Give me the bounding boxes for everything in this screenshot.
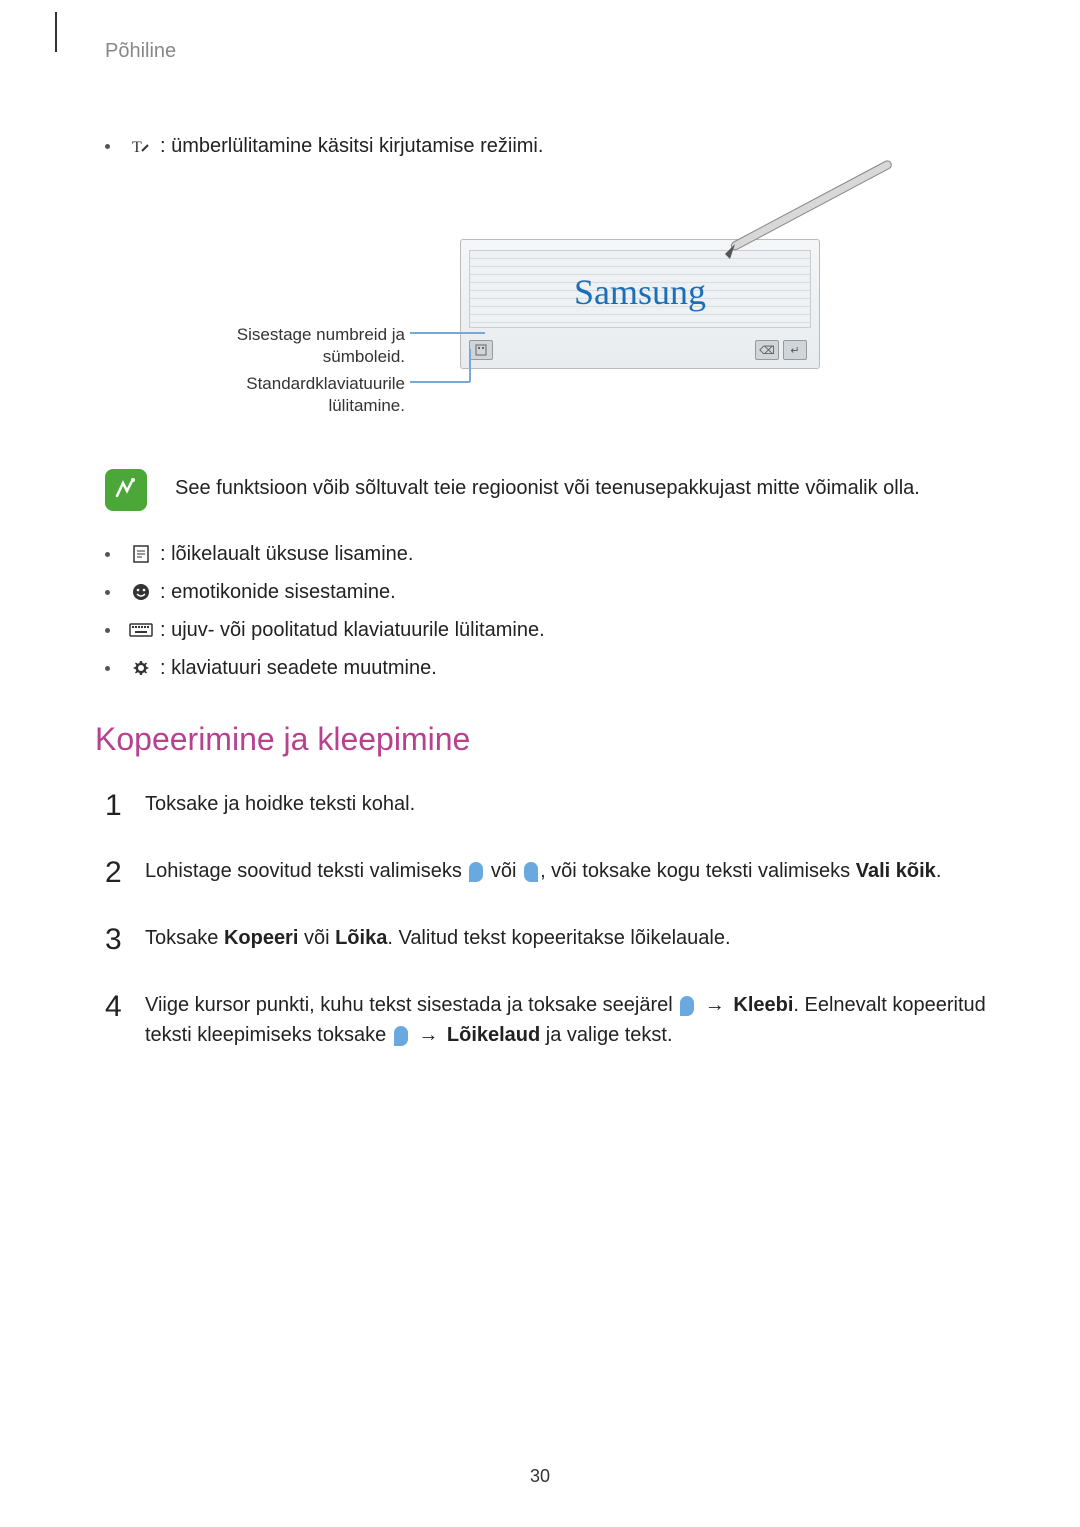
text-handle-right-icon xyxy=(524,862,538,882)
step-4: 4 Viige kursor punkti, kuhu tekst sisest… xyxy=(105,984,1010,1050)
bullet-floating-keyboard: : ujuv- või poolitatud klaviatuurile lül… xyxy=(105,617,1010,643)
bullet-handwriting-mode: T : ümberlülitamine käsitsi kirjutamise … xyxy=(105,133,1010,159)
text-fragment: , või toksake kogu teksti valimiseks xyxy=(540,860,856,882)
stylus-icon xyxy=(710,159,930,279)
text-fragment: või xyxy=(485,860,522,882)
step-1: 1 Toksake ja hoidke teksti kohal. xyxy=(105,783,1010,828)
callout-line-2a xyxy=(410,381,470,383)
handwriting-toolbar: ⌫ ↵ xyxy=(469,338,811,362)
page-border-mark xyxy=(55,12,57,52)
note-text: See funktsioon võib sõltuvalt teie regio… xyxy=(175,469,920,500)
bullet-clipboard: : lõikelaualt üksuse lisamine. xyxy=(105,541,1010,567)
callout-line-2b xyxy=(469,349,471,382)
text-fragment: Toksake xyxy=(145,927,224,949)
svg-text:T: T xyxy=(132,139,142,156)
text-handle-left-icon xyxy=(469,862,483,882)
bullet-dot-icon xyxy=(105,628,110,633)
callout-line-1 xyxy=(410,332,485,334)
clipboard-icon xyxy=(128,541,154,567)
bold-text: Lõika xyxy=(335,927,387,949)
bullet-text: : klaviatuuri seadete muutmine. xyxy=(160,657,437,680)
bullet-emoticons: : emotikonide sisestamine. xyxy=(105,579,1010,605)
text-fragment: . xyxy=(936,860,942,882)
step-number: 4 xyxy=(105,984,145,1029)
step-text: Viige kursor punkti, kuhu tekst sisestad… xyxy=(145,984,1010,1050)
text-fragment: Lohistage soovitud teksti valimiseks xyxy=(145,860,467,882)
bullet-text: : emotikonide sisestamine. xyxy=(160,581,396,604)
step-2: 2 Lohistage soovitud teksti valimiseks v… xyxy=(105,850,1010,895)
bold-text: Lõikelaud xyxy=(447,1024,540,1046)
bullet-text: : lõikelaualt üksuse lisamine. xyxy=(160,543,413,566)
text-fragment: . Valitud tekst kopeeritakse lõikelauale… xyxy=(387,927,730,949)
bold-text: Kleebi xyxy=(733,994,793,1016)
section-heading-copy-paste: Kopeerimine ja kleepimine xyxy=(95,721,1010,758)
numbered-steps-list: 1 Toksake ja hoidke teksti kohal. 2 Lohi… xyxy=(105,783,1010,1050)
handwriting-diagram: Samsung ⌫ ↵ Sisestage numbreid ja sümbol… xyxy=(190,189,1010,439)
arrow-text: → xyxy=(699,994,730,1016)
bold-text: Kopeeri xyxy=(224,927,298,949)
bullet-dot-icon xyxy=(105,590,110,595)
text-fragment: või xyxy=(298,927,335,949)
page-number: 30 xyxy=(530,1466,550,1487)
text-handle-icon xyxy=(394,1026,408,1046)
text-fragment: Viige kursor punkti, kuhu tekst sisestad… xyxy=(145,994,678,1016)
callout-standard-label: Standardklaviatuurile lülitamine. xyxy=(200,373,405,417)
emoticon-icon xyxy=(128,579,154,605)
step-text: Toksake Kopeeri või Lõika. Valitud tekst… xyxy=(145,917,1010,953)
enter-button[interactable]: ↵ xyxy=(783,340,807,360)
callout-numbers-label: Sisestage numbreid ja sümboleid. xyxy=(200,324,405,368)
note-icon xyxy=(105,469,147,511)
keyboard-icon xyxy=(128,617,154,643)
step-number: 2 xyxy=(105,850,145,895)
step-number: 3 xyxy=(105,917,145,962)
bullet-dot-icon xyxy=(105,666,110,671)
step-number: 1 xyxy=(105,783,145,828)
step-3: 3 Toksake Kopeeri või Lõika. Valitud tek… xyxy=(105,917,1010,962)
bullet-text: : ujuv- või poolitatud klaviatuurile lül… xyxy=(160,619,545,642)
step-text: Lohistage soovitud teksti valimiseks või… xyxy=(145,850,1010,886)
text-fragment: ja valige tekst. xyxy=(540,1024,672,1046)
text-handle-icon xyxy=(680,996,694,1016)
bullet-text: : ümberlülitamine käsitsi kirjutamise re… xyxy=(160,135,543,158)
gear-icon xyxy=(128,655,154,681)
numbers-symbols-button[interactable] xyxy=(469,340,493,360)
bullet-dot-icon xyxy=(105,552,110,557)
note-region-availability: See funktsioon võib sõltuvalt teie regio… xyxy=(105,469,975,511)
bold-text: Vali kõik xyxy=(856,860,936,882)
backspace-button[interactable]: ⌫ xyxy=(755,340,779,360)
page-header: Põhiline xyxy=(105,40,1010,63)
bullet-dot-icon xyxy=(105,144,110,149)
step-text: Toksake ja hoidke teksti kohal. xyxy=(145,783,1010,819)
arrow-text: → xyxy=(413,1024,444,1046)
handwriting-mode-icon: T xyxy=(128,133,154,159)
bullet-keyboard-settings: : klaviatuuri seadete muutmine. xyxy=(105,655,1010,681)
